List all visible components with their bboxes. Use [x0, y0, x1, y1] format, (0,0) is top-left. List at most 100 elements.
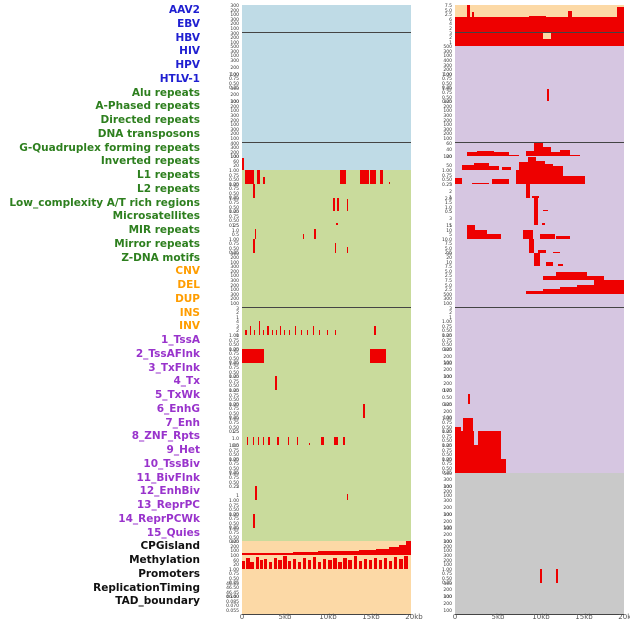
y-tick-label: 1.00 — [228, 361, 239, 367]
y-tick-label: 100 — [443, 494, 452, 500]
y-tick-label: 0.75 — [228, 201, 239, 206]
signal-bar — [542, 289, 560, 294]
y-tick-label: 1.00 — [228, 499, 239, 504]
y-tick-label: 3 — [449, 31, 452, 37]
y-tick-label: 5.0 — [444, 269, 452, 275]
signal-bar — [558, 263, 564, 266]
y-axis-ticks-left: 300 200 100 — [205, 279, 242, 296]
y-axis-ticks-left: 300 200 100 — [205, 87, 242, 108]
y-tick-label: 0.5 — [444, 210, 452, 215]
y-tick-label: 300 — [230, 279, 239, 284]
y-tick-label: 2.5 — [444, 288, 452, 293]
signal-bar — [258, 437, 260, 450]
y-tick-label: 300 — [443, 581, 452, 587]
y-axis-ticks-right: 2.0 1.5 1.0 0.5 — [414, 197, 455, 218]
y-tick-label: 0.50 — [228, 356, 239, 362]
track-panel-left — [242, 156, 411, 171]
y-tick-label: 0.50 — [228, 411, 239, 417]
y-tick-label: 0.50 — [228, 81, 239, 87]
signal-bar — [320, 437, 324, 450]
y-tick-label: 0.50 — [228, 398, 239, 403]
signal-bar — [334, 243, 337, 257]
signal-bar — [525, 291, 543, 294]
y-tick-label: 60 — [446, 141, 452, 147]
signal-bar — [333, 197, 335, 216]
track-label: 2_TssAFlnk — [135, 347, 200, 360]
track-panel-right — [455, 128, 624, 144]
y-axis-ticks-left: 1.00 0.75 0.50 0.25 — [205, 389, 242, 410]
y-axis-ticks-right: 7.5 5.0 2.5 — [414, 4, 455, 21]
y-tick-label: 0.75 — [441, 338, 452, 344]
y-axis-ticks-right: 500 300 100 — [414, 472, 455, 493]
y-axis-ticks-left: 1.00 0.75 0.50 0.25 — [205, 169, 242, 190]
y-axis-ticks-right: 300 200 100 — [414, 128, 455, 145]
y-tick-label: 0.25 — [228, 540, 239, 545]
y-tick-label: 1.0 — [444, 205, 452, 211]
track-panel-left — [242, 293, 411, 309]
signal-bar — [289, 330, 291, 340]
y-tick-label: 1.00 — [228, 512, 239, 518]
y-tick-label: 7.5 — [444, 265, 452, 271]
signal-bar — [559, 149, 570, 161]
y-axis-ticks-right: 300 200 100 — [414, 375, 455, 396]
y-tick-label: 0.75 — [441, 91, 452, 96]
signal-bar — [529, 238, 535, 257]
y-tick-label: 3 — [236, 324, 239, 330]
y-axis-ticks-left: 1.00 0.75 0.50 0.25 — [205, 417, 242, 438]
y-tick-label: 300 — [443, 297, 452, 303]
signal-bar — [333, 557, 337, 569]
track-panel-left — [242, 280, 411, 295]
y-tick-label: 100 — [230, 72, 239, 78]
y-tick-label: 0.25 — [228, 196, 239, 202]
y-axis-ticks-right: 300 200 100 — [414, 362, 455, 383]
y-tick-label: 300 — [230, 265, 239, 271]
y-tick-label: 0.75 — [228, 462, 239, 468]
signal-bar — [287, 437, 289, 450]
y-tick-label: 0.75 — [228, 448, 239, 454]
signal-bar — [318, 551, 339, 555]
y-tick-label: 0.75 — [228, 366, 239, 371]
track-row: DEL 300 200 100 7.5 5.0 2.5 — [0, 279, 630, 296]
y-tick-label: 0.50 — [441, 466, 452, 472]
signal-bar — [267, 552, 293, 555]
y-tick-label: 1.00 — [228, 402, 239, 408]
signal-bar — [394, 557, 398, 569]
y-tick-label: 0.055 — [226, 608, 239, 614]
signal-bar — [404, 556, 408, 569]
track-label: 6_EnhG — [156, 402, 200, 415]
y-tick-label: 0.25 — [441, 471, 452, 477]
y-tick-label: 1.00 — [228, 389, 239, 394]
y-tick-label: 300 — [443, 375, 452, 381]
signal-bar — [378, 559, 383, 569]
y-axis-ticks-left: 300 200 100 — [205, 59, 242, 80]
signal-bar — [373, 325, 376, 340]
track-label: 9_Het — [166, 444, 200, 456]
signal-bar — [515, 170, 564, 188]
signal-bar — [368, 560, 373, 569]
y-tick-label: 0.25 — [441, 430, 452, 435]
signal-bar — [534, 142, 543, 161]
y-tick-label: 200 — [230, 93, 239, 99]
track-row: L1 repeats 1.00 0.75 0.50 0.25 1.00 0.75 0.50 0.… — [0, 169, 630, 189]
y-tick-label: 100 — [230, 13, 239, 18]
signal-bar — [326, 330, 328, 340]
y-tick-label: 1.00 — [228, 347, 239, 353]
track-panel-right — [455, 18, 624, 34]
signal-bar — [467, 393, 471, 408]
y-tick-label: 1 — [236, 494, 239, 500]
signal-bar — [254, 229, 257, 239]
signal-bar — [252, 513, 255, 532]
y-tick-label: 100 — [443, 595, 452, 600]
y-tick-label: 1.00 — [228, 182, 239, 188]
track-panel-right — [455, 32, 624, 47]
y-tick-label: 0.25 — [228, 210, 239, 215]
y-tick-label: 0.50 — [228, 246, 239, 252]
y-tick-label: 0.25 — [441, 457, 452, 463]
y-axis-ticks-left: 300 200 100 — [205, 4, 242, 21]
y-axis-ticks-left: 1.5 1.0 0.5 — [205, 224, 242, 241]
y-tick-label: 300 — [443, 402, 452, 408]
y-tick-label: 0.50 — [228, 343, 239, 348]
track-row: Inverted repeats 100 60 20 100 50 — [0, 155, 630, 171]
y-tick-label: 0.085 — [226, 599, 239, 605]
